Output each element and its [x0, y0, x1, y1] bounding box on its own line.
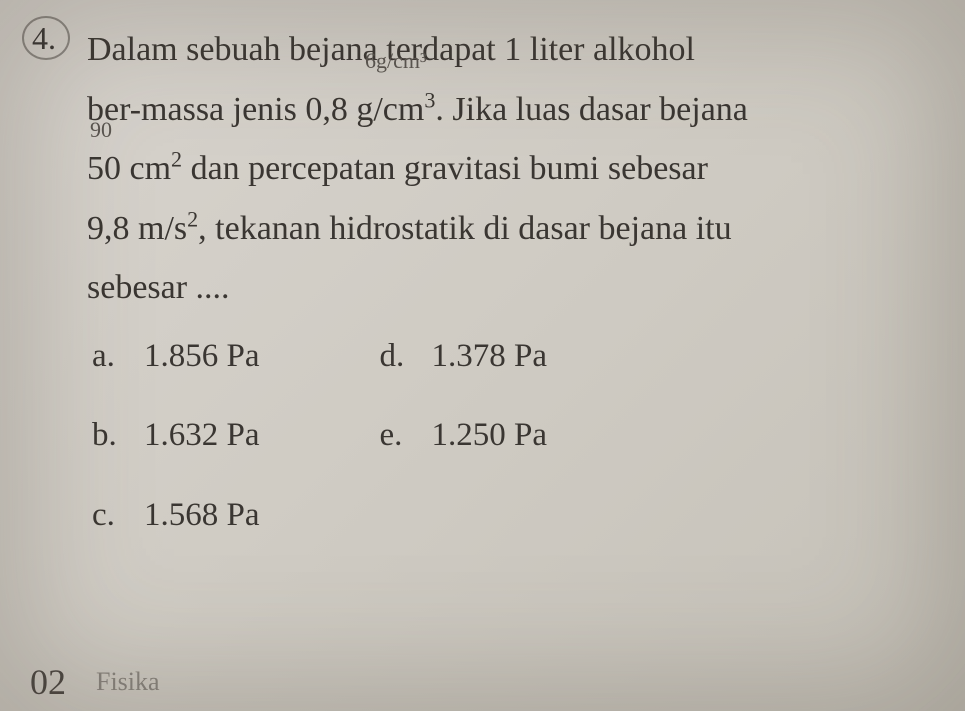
- footer-page-number: 02: [30, 661, 66, 703]
- footer: 02 Fisika: [30, 661, 160, 703]
- handwritten-annotation-2: 90: [90, 117, 112, 143]
- text-line4-post: , tekanan hidrostatik di dasar bejana it…: [198, 210, 731, 247]
- option-a: a. 1.856 Pa: [92, 328, 260, 386]
- text-line2-pre: ber-massa jenis 0,8 g/cm: [87, 91, 424, 128]
- option-value-a: 1.856 Pa: [144, 328, 260, 386]
- text-line3-pre: 50 cm: [87, 150, 171, 187]
- option-letter-b: b.: [92, 407, 122, 465]
- options-container: a. 1.856 Pa b. 1.632 Pa c. 1.568 Pa d. 1…: [92, 328, 915, 545]
- footer-text: Fisika: [96, 667, 160, 697]
- option-letter-e: e.: [380, 407, 410, 465]
- options-left-column: a. 1.856 Pa b. 1.632 Pa c. 1.568 Pa: [92, 328, 260, 545]
- option-letter-d: d.: [380, 328, 410, 386]
- option-value-c: 1.568 Pa: [144, 487, 260, 545]
- question-number-text: 4.: [30, 20, 56, 56]
- option-letter-a: a.: [92, 328, 122, 386]
- option-d: d. 1.378 Pa: [380, 328, 548, 386]
- option-b: b. 1.632 Pa: [92, 407, 260, 465]
- option-letter-c: c.: [92, 487, 122, 545]
- question-number: 4.: [30, 20, 75, 57]
- text-line2-post: . Jika luas dasar bejana: [435, 91, 748, 128]
- option-value-e: 1.250 Pa: [432, 407, 548, 465]
- option-c: c. 1.568 Pa: [92, 487, 260, 545]
- handwritten-annotation-1: 6g/cm³: [365, 48, 427, 74]
- text-line3-post: dan percepatan gravitasi bumi sebesar: [182, 150, 708, 187]
- option-value-b: 1.632 Pa: [144, 407, 260, 465]
- text-line2-sup: 3: [424, 87, 435, 112]
- question-text: Dalam sebuah bejana terdapat 1 liter alk…: [87, 20, 915, 318]
- text-line5: sebesar ....: [87, 269, 230, 306]
- question-body: Dalam sebuah bejana terdapat 1 liter alk…: [87, 20, 915, 545]
- option-e: e. 1.250 Pa: [380, 407, 548, 465]
- text-line4-pre: 9,8 m/s: [87, 210, 187, 247]
- question-container: 4. Dalam sebuah bejana terdapat 1 liter …: [30, 20, 915, 545]
- options-right-column: d. 1.378 Pa e. 1.250 Pa: [380, 328, 548, 545]
- text-line4-sup: 2: [187, 206, 198, 231]
- text-line3-sup: 2: [171, 147, 182, 172]
- option-value-d: 1.378 Pa: [432, 328, 548, 386]
